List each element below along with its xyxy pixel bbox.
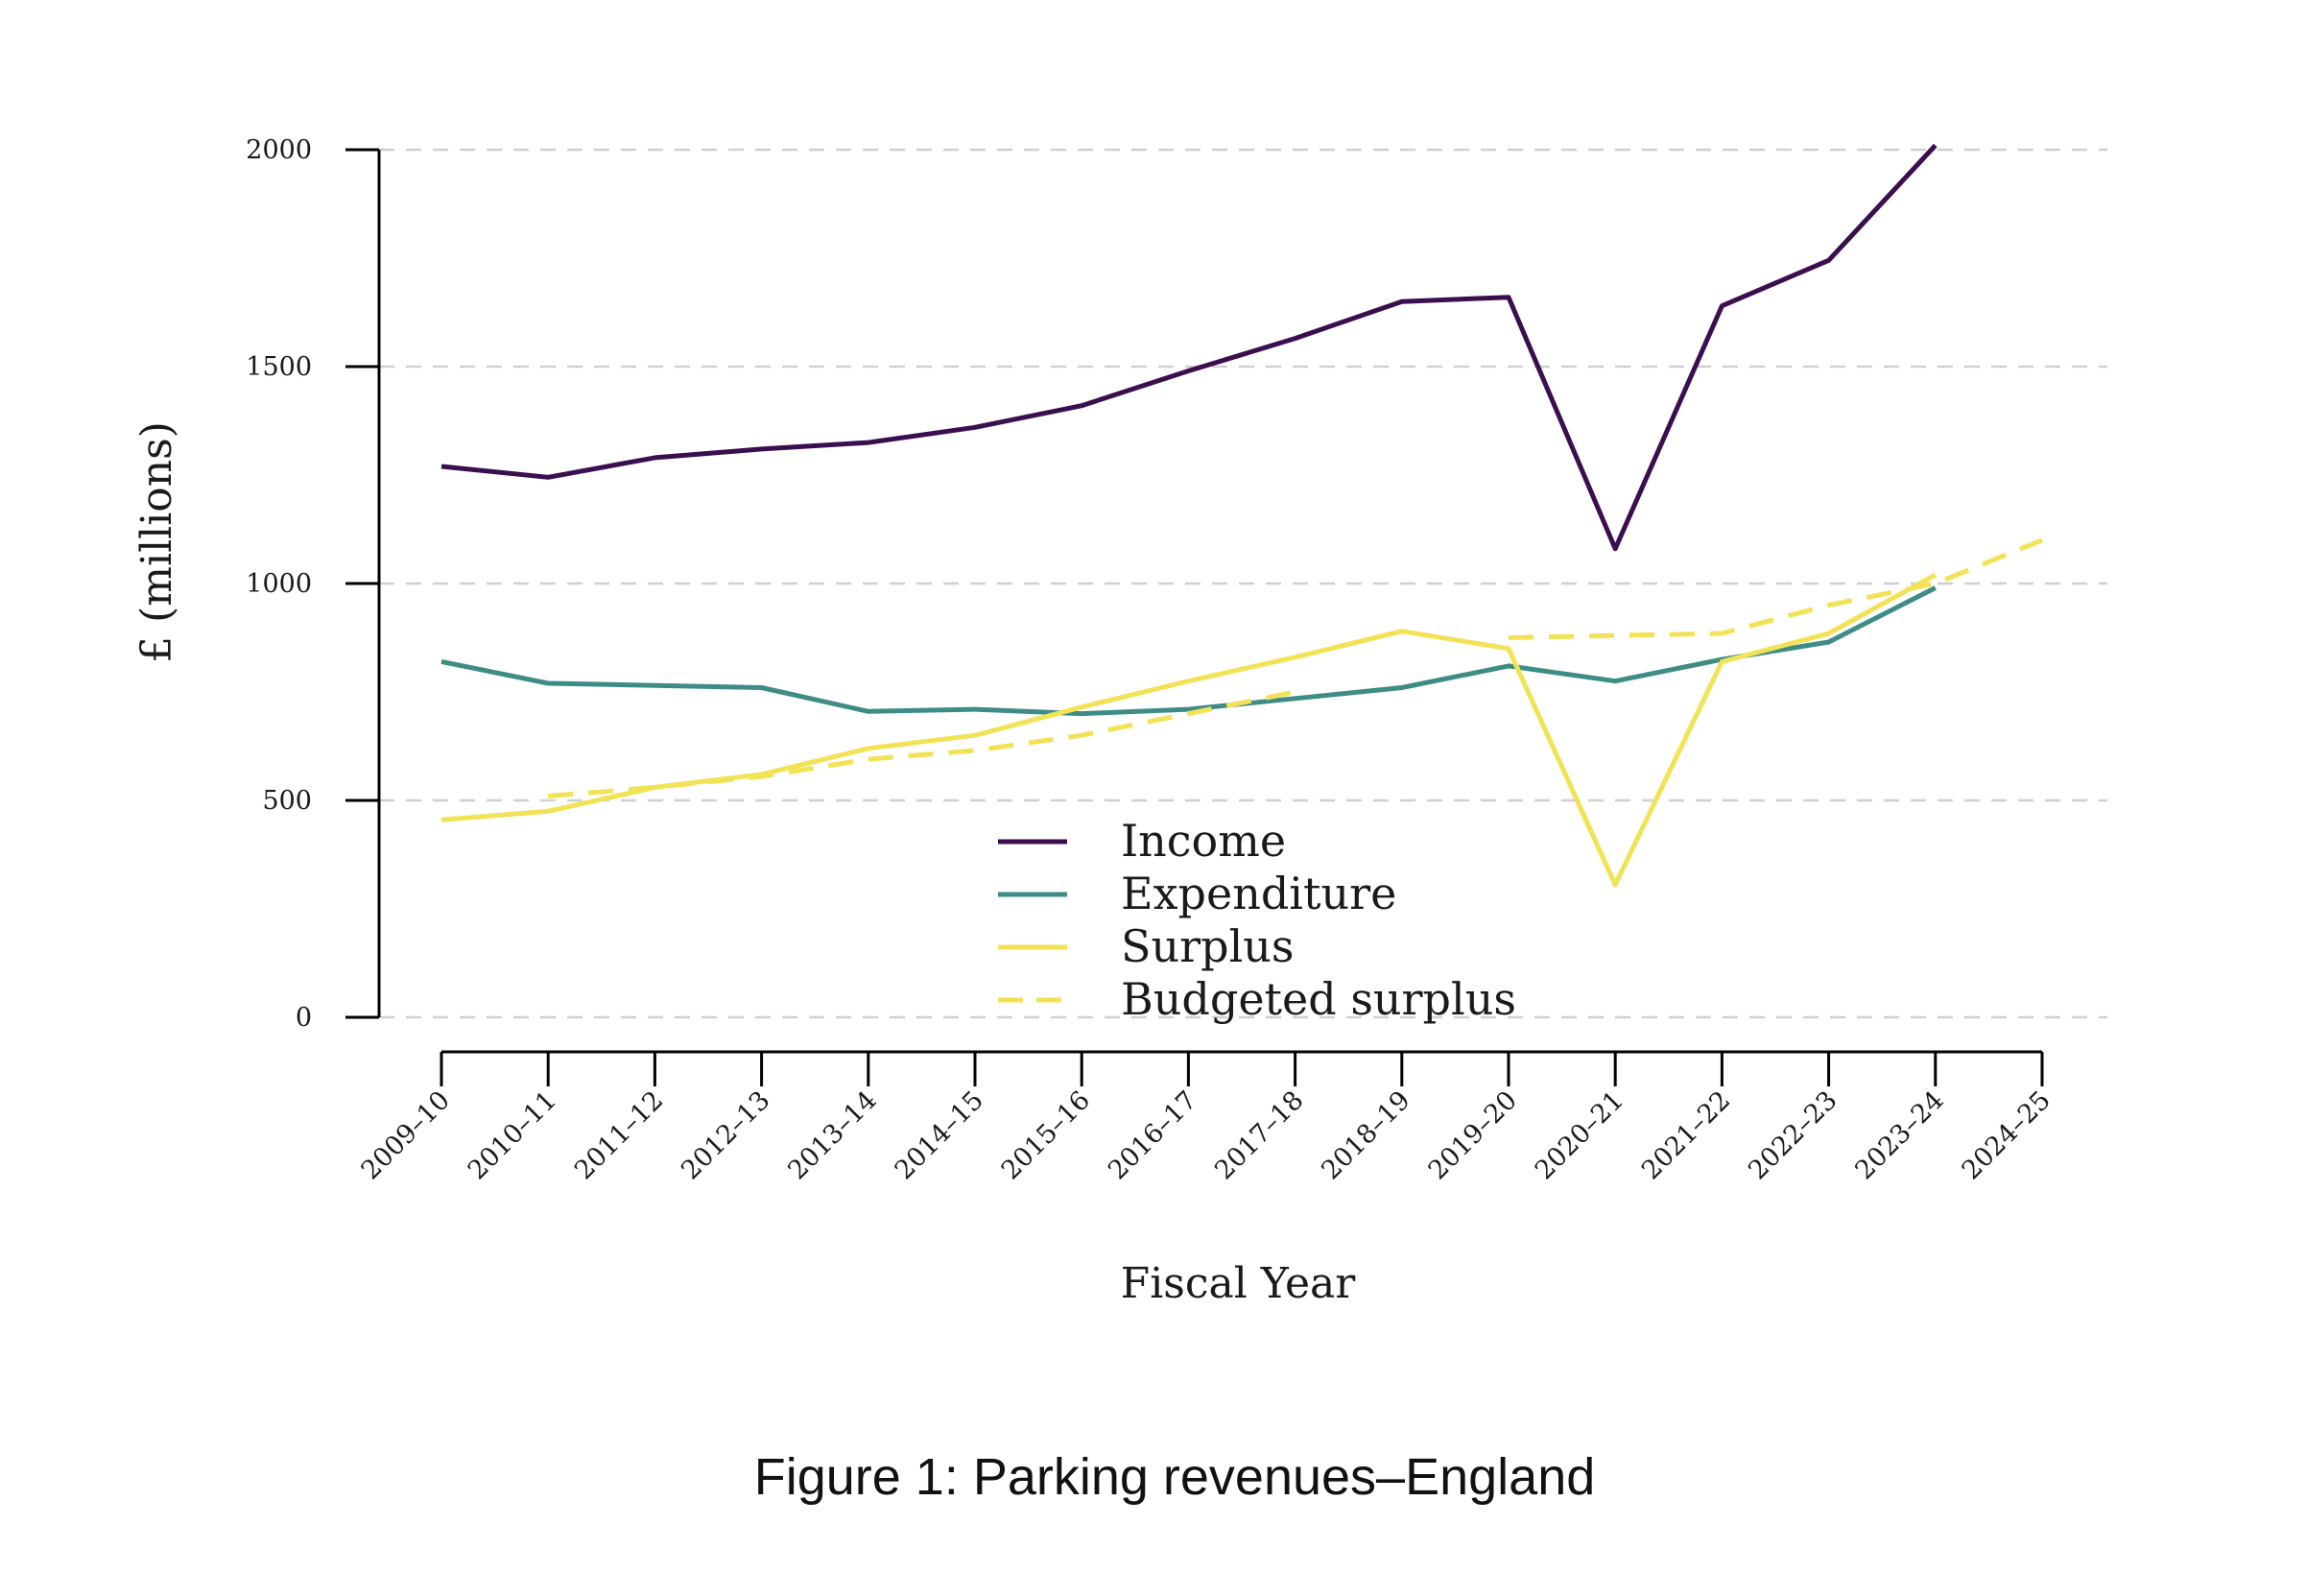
- x-tick-label: 2014–15: [890, 1085, 989, 1185]
- legend-label: Income: [1121, 815, 1286, 867]
- series-line: [547, 689, 1296, 798]
- x-tick-label: 2021–22: [1636, 1085, 1736, 1185]
- y-tick-label: 2000: [246, 135, 312, 165]
- y-tick-label: 1000: [246, 569, 312, 599]
- series-budgeted-surplus: [547, 537, 2043, 798]
- x-tick-label: 2020–21: [1530, 1085, 1629, 1185]
- x-tick-label: 2022–23: [1743, 1085, 1842, 1185]
- x-tick-label: 2009–10: [356, 1085, 456, 1185]
- y-tick-label: 500: [262, 786, 312, 816]
- legend-label: Expenditure: [1121, 868, 1396, 919]
- x-tick-label: 2018–19: [1316, 1085, 1415, 1185]
- gridlines: [379, 148, 2107, 1019]
- series-income: [440, 143, 1938, 552]
- x-tick-label: 2019–20: [1423, 1085, 1523, 1185]
- figure-caption: Figure 1: Parking revenues–England: [754, 1448, 1596, 1506]
- series-line: [440, 585, 1937, 717]
- x-tick-label: 2010–11: [463, 1085, 562, 1185]
- series-expenditure: [440, 585, 1937, 717]
- y-axis-label: £ (millions): [132, 421, 181, 663]
- x-tick-label: 2013–14: [782, 1085, 882, 1185]
- x-tick-label: 2015–16: [996, 1085, 1096, 1185]
- series-line: [1508, 537, 2043, 640]
- x-axis-label: Fiscal Year: [1121, 1259, 1357, 1308]
- x-tick-label: 2017–18: [1209, 1085, 1309, 1185]
- x-tick-label: 2011–12: [569, 1085, 669, 1185]
- x-tick-label: 2023–24: [1849, 1085, 1949, 1185]
- x-tick-label: 2012–13: [676, 1085, 775, 1185]
- x-tick-label: 2016–17: [1103, 1085, 1202, 1185]
- legend-label: Budgeted surplus: [1121, 973, 1516, 1025]
- x-tick-label: 2024–25: [1957, 1085, 2056, 1185]
- series-line: [440, 143, 1938, 552]
- y-tick-label: 1500: [246, 352, 312, 382]
- y-tick-label: 0: [296, 1003, 312, 1033]
- legend-label: Surplus: [1121, 920, 1295, 972]
- series-lines: [440, 143, 2043, 888]
